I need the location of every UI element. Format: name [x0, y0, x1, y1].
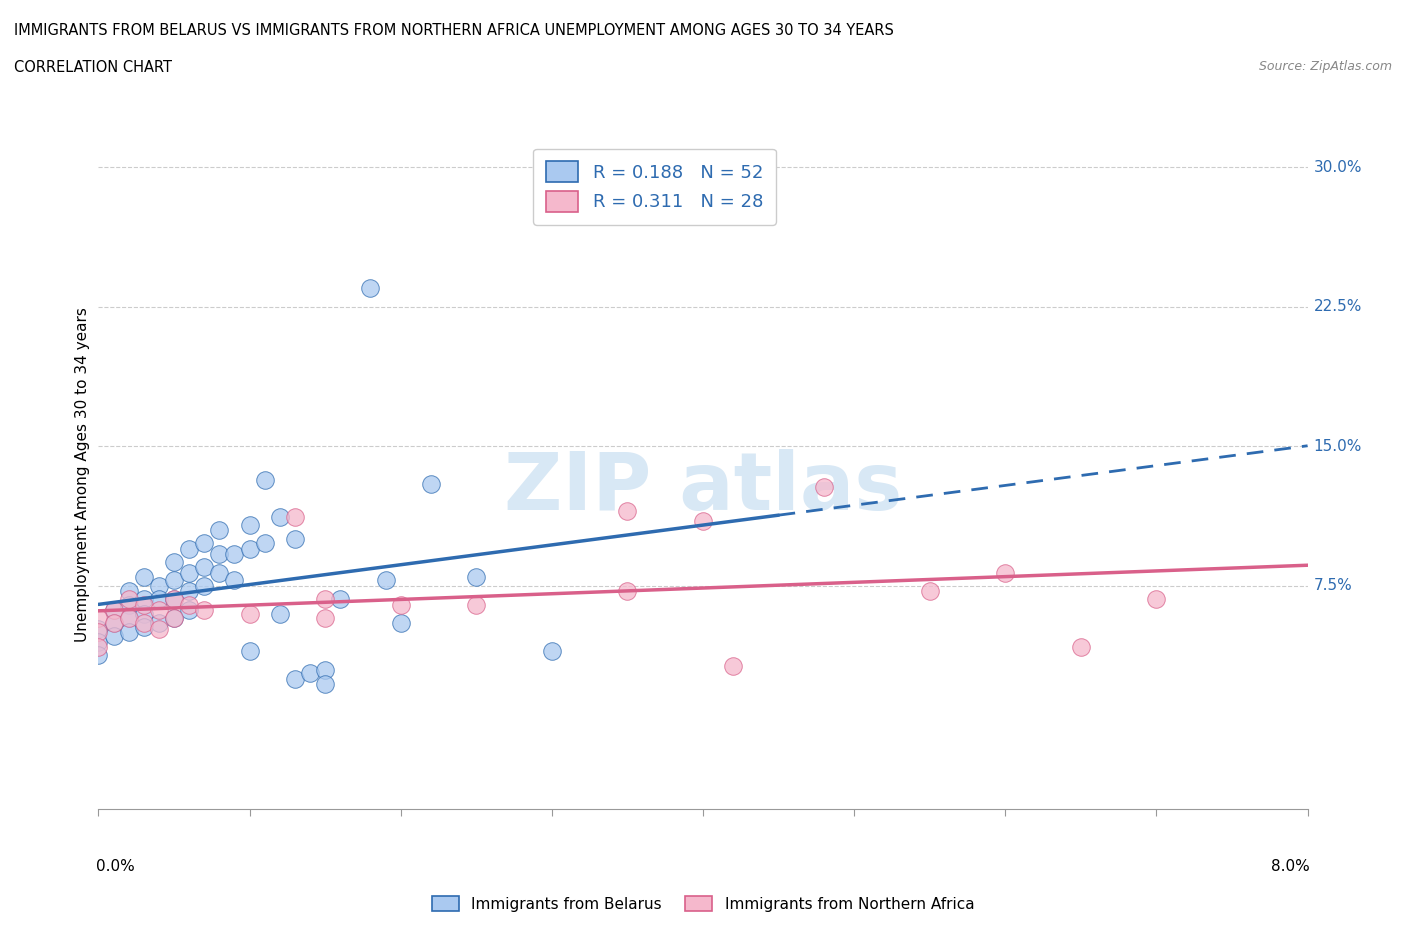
Point: [616, 584, 638, 599]
Point: [269, 606, 291, 621]
Point: [87, 647, 110, 662]
Point: [224, 547, 246, 562]
Point: [179, 597, 201, 612]
Point: [994, 565, 1017, 580]
Point: [87, 610, 110, 625]
Point: [193, 560, 215, 575]
Text: IMMIGRANTS FROM BELARUS VS IMMIGRANTS FROM NORTHERN AFRICA UNEMPLOYMENT AMONG AG: IMMIGRANTS FROM BELARUS VS IMMIGRANTS FR…: [14, 23, 894, 38]
Point: [103, 629, 125, 644]
Point: [163, 591, 186, 606]
Point: [723, 658, 745, 673]
Point: [118, 610, 141, 625]
Point: [284, 671, 307, 686]
Point: [314, 591, 336, 606]
Text: 0.0%: 0.0%: [96, 859, 135, 874]
Point: [253, 472, 276, 487]
Point: [148, 603, 170, 618]
Point: [253, 536, 276, 551]
Legend: R = 0.188   N = 52, R = 0.311   N = 28: R = 0.188 N = 52, R = 0.311 N = 28: [533, 149, 776, 224]
Point: [179, 584, 201, 599]
Point: [118, 625, 141, 640]
Y-axis label: Unemployment Among Ages 30 to 34 years: Unemployment Among Ages 30 to 34 years: [75, 307, 90, 642]
Point: [132, 569, 155, 584]
Point: [118, 584, 141, 599]
Point: [269, 510, 291, 525]
Point: [284, 532, 307, 547]
Point: [208, 565, 231, 580]
Point: [179, 541, 201, 556]
Point: [239, 606, 262, 621]
Text: 7.5%: 7.5%: [1313, 578, 1353, 593]
Point: [224, 573, 246, 588]
Point: [179, 603, 201, 618]
Point: [239, 517, 262, 532]
Point: [103, 603, 125, 618]
Text: 30.0%: 30.0%: [1313, 160, 1362, 175]
Text: 22.5%: 22.5%: [1313, 299, 1362, 314]
Legend: Immigrants from Belarus, Immigrants from Northern Africa: Immigrants from Belarus, Immigrants from…: [426, 889, 980, 918]
Point: [87, 625, 110, 640]
Point: [918, 584, 941, 599]
Text: ZIP atlas: ZIP atlas: [503, 448, 903, 526]
Point: [813, 480, 835, 495]
Point: [314, 610, 336, 625]
Point: [193, 578, 215, 593]
Point: [314, 677, 336, 692]
Point: [465, 569, 488, 584]
Point: [163, 554, 186, 569]
Point: [329, 591, 352, 606]
Point: [1144, 591, 1167, 606]
Point: [208, 547, 231, 562]
Point: [163, 573, 186, 588]
Point: [540, 644, 562, 658]
Point: [359, 281, 381, 296]
Point: [389, 597, 412, 612]
Point: [87, 640, 110, 655]
Point: [163, 610, 186, 625]
Text: 15.0%: 15.0%: [1313, 439, 1362, 454]
Point: [132, 591, 155, 606]
Point: [148, 578, 170, 593]
Text: Source: ZipAtlas.com: Source: ZipAtlas.com: [1258, 60, 1392, 73]
Point: [132, 619, 155, 634]
Point: [163, 591, 186, 606]
Point: [284, 510, 307, 525]
Point: [239, 644, 262, 658]
Point: [148, 621, 170, 636]
Point: [132, 616, 155, 631]
Point: [389, 616, 412, 631]
Point: [374, 573, 396, 588]
Point: [87, 634, 110, 649]
Point: [179, 565, 201, 580]
Point: [208, 523, 231, 538]
Point: [148, 616, 170, 631]
Point: [87, 621, 110, 636]
Point: [103, 616, 125, 631]
Point: [314, 662, 336, 677]
Point: [692, 513, 714, 528]
Point: [103, 603, 125, 618]
Point: [193, 603, 215, 618]
Point: [132, 606, 155, 621]
Point: [239, 541, 262, 556]
Point: [148, 591, 170, 606]
Point: [1070, 640, 1092, 655]
Point: [118, 597, 141, 612]
Text: CORRELATION CHART: CORRELATION CHART: [14, 60, 172, 75]
Point: [616, 504, 638, 519]
Point: [193, 536, 215, 551]
Point: [465, 597, 488, 612]
Text: 8.0%: 8.0%: [1271, 859, 1310, 874]
Point: [419, 476, 441, 491]
Point: [132, 597, 155, 612]
Point: [163, 610, 186, 625]
Point: [299, 666, 322, 681]
Point: [103, 616, 125, 631]
Point: [118, 591, 141, 606]
Point: [118, 610, 141, 625]
